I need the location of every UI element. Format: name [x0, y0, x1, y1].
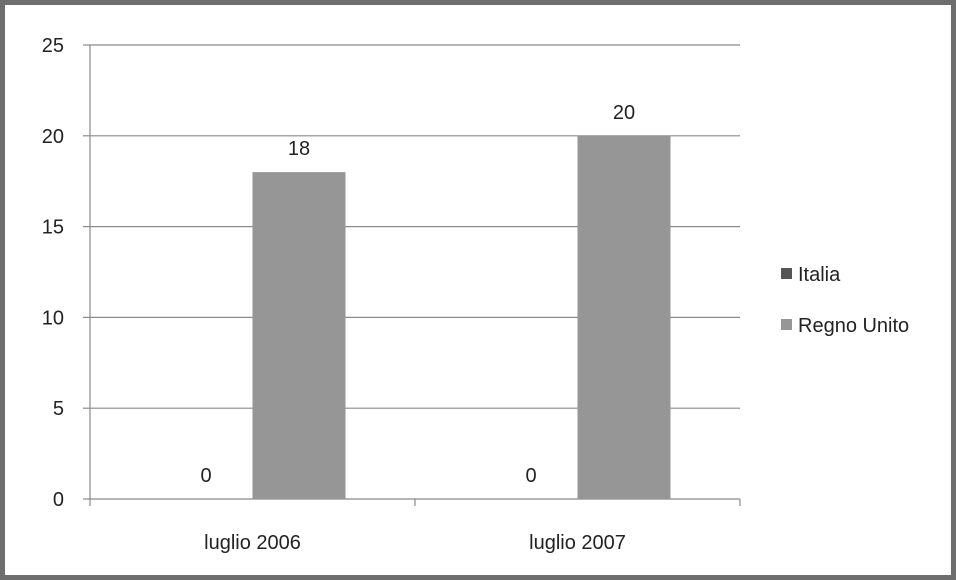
- bar-regno-unito: [577, 135, 671, 500]
- x-category-label: luglio 2007: [529, 532, 626, 554]
- data-label: 0: [200, 465, 211, 487]
- bar-regno-unito: [252, 172, 346, 499]
- legend-swatch: [781, 319, 792, 330]
- legend-label: Regno Unito: [798, 315, 909, 337]
- y-tick-label: 25: [42, 35, 64, 57]
- x-category-label: luglio 2006: [204, 532, 301, 554]
- data-label: 18: [288, 138, 310, 160]
- y-tick-label: 10: [42, 307, 64, 329]
- data-label: 0: [525, 465, 536, 487]
- y-tick-label: 0: [53, 489, 64, 511]
- y-tick-label: 15: [42, 217, 64, 239]
- y-tick-label: 5: [53, 398, 64, 420]
- data-label: 20: [613, 102, 635, 124]
- y-tick-label: 20: [42, 126, 64, 148]
- legend-label: Italia: [798, 264, 841, 286]
- legend-swatch: [781, 268, 792, 279]
